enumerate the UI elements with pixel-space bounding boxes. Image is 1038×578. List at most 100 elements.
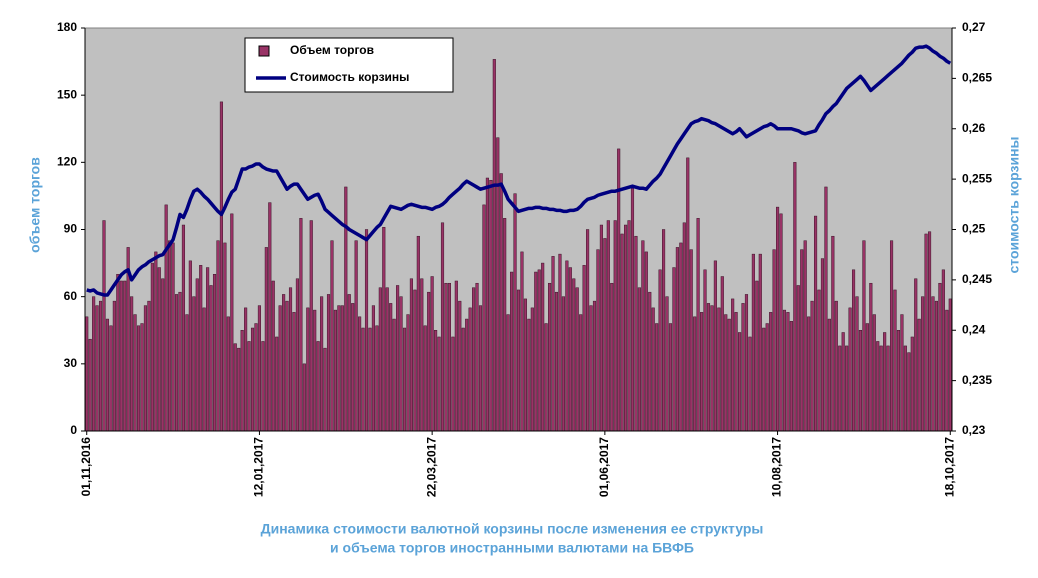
bar: [803, 240, 807, 432]
bar: [544, 323, 548, 432]
y-tick-label: 30: [64, 356, 78, 370]
bar: [948, 298, 952, 432]
bar: [392, 318, 396, 432]
bar: [696, 218, 700, 432]
bar: [250, 327, 255, 432]
bar: [233, 343, 237, 432]
bar: [627, 220, 631, 432]
bar: [468, 307, 472, 432]
bar: [530, 307, 534, 432]
bar: [931, 296, 935, 432]
bar: [572, 278, 576, 432]
bar: [140, 323, 144, 432]
bar: [174, 294, 179, 432]
x-tick-label: 12,01,2017: [252, 437, 266, 497]
bar: [92, 296, 96, 432]
bar: [876, 341, 880, 432]
bar: [434, 330, 438, 432]
bar: [665, 296, 669, 432]
bar: [247, 341, 251, 432]
bar: [883, 332, 887, 432]
bar: [285, 300, 289, 432]
y-tick-label: 90: [64, 222, 78, 236]
bar: [306, 307, 310, 432]
bar: [606, 220, 610, 432]
bar: [748, 336, 752, 432]
bar: [603, 238, 607, 432]
bar: [596, 249, 600, 432]
bar: [212, 274, 217, 432]
bar: [841, 332, 845, 432]
bar: [548, 282, 552, 432]
y2-tick-label: 0,255: [962, 171, 992, 185]
bar: [168, 240, 172, 432]
bar: [945, 309, 949, 432]
bar: [330, 240, 334, 432]
bar: [738, 332, 742, 432]
bar: [561, 296, 565, 432]
x-tick-label: 22,03,2017: [424, 437, 438, 497]
bar: [199, 265, 203, 432]
x-tick-label: 10,08,2017: [770, 437, 784, 497]
bar: [589, 305, 593, 432]
bar: [485, 177, 489, 432]
bar: [541, 262, 545, 432]
bar: [288, 287, 293, 432]
bar: [164, 204, 168, 432]
bar: [123, 280, 127, 432]
bar: [489, 179, 493, 432]
bar: [430, 276, 434, 432]
bar: [637, 287, 641, 432]
bar: [264, 247, 268, 432]
bar: [309, 220, 313, 432]
bar: [119, 280, 123, 432]
bar: [658, 269, 662, 432]
bar: [440, 222, 445, 432]
bar: [793, 162, 797, 432]
bar: [282, 294, 286, 432]
bar: [655, 323, 659, 432]
bar: [271, 280, 275, 432]
y-tick-label: 60: [64, 289, 78, 303]
bar: [112, 300, 116, 432]
bar: [703, 269, 707, 432]
bar: [416, 235, 420, 432]
bar: [275, 336, 279, 432]
bar: [758, 253, 762, 432]
bar: [713, 260, 717, 432]
bar: [261, 341, 265, 432]
bar: [478, 305, 483, 432]
bar: [516, 289, 521, 432]
bar: [406, 314, 410, 432]
bar: [523, 298, 527, 432]
y2-tick-label: 0,265: [962, 71, 992, 85]
bar: [731, 298, 735, 432]
bar: [323, 347, 327, 432]
bar: [257, 305, 261, 432]
bar: [579, 314, 583, 432]
bar: [378, 287, 382, 432]
bar: [921, 296, 925, 432]
bar: [838, 345, 842, 432]
bar: [147, 300, 151, 432]
bar: [744, 294, 749, 432]
bar: [720, 276, 724, 432]
bar: [834, 300, 838, 432]
bar: [779, 213, 783, 432]
bar: [534, 271, 538, 432]
bar: [133, 314, 137, 432]
bar: [437, 336, 441, 432]
bar: [693, 316, 697, 432]
bar: [496, 137, 500, 432]
bar: [181, 224, 186, 432]
bar: [326, 294, 331, 432]
bar: [206, 267, 210, 432]
bar: [313, 309, 317, 432]
bar: [527, 318, 531, 432]
bar: [195, 278, 199, 432]
bar: [807, 316, 811, 432]
bar: [679, 242, 683, 432]
bar: [492, 59, 496, 432]
bar: [848, 307, 852, 432]
bar: [789, 321, 793, 432]
